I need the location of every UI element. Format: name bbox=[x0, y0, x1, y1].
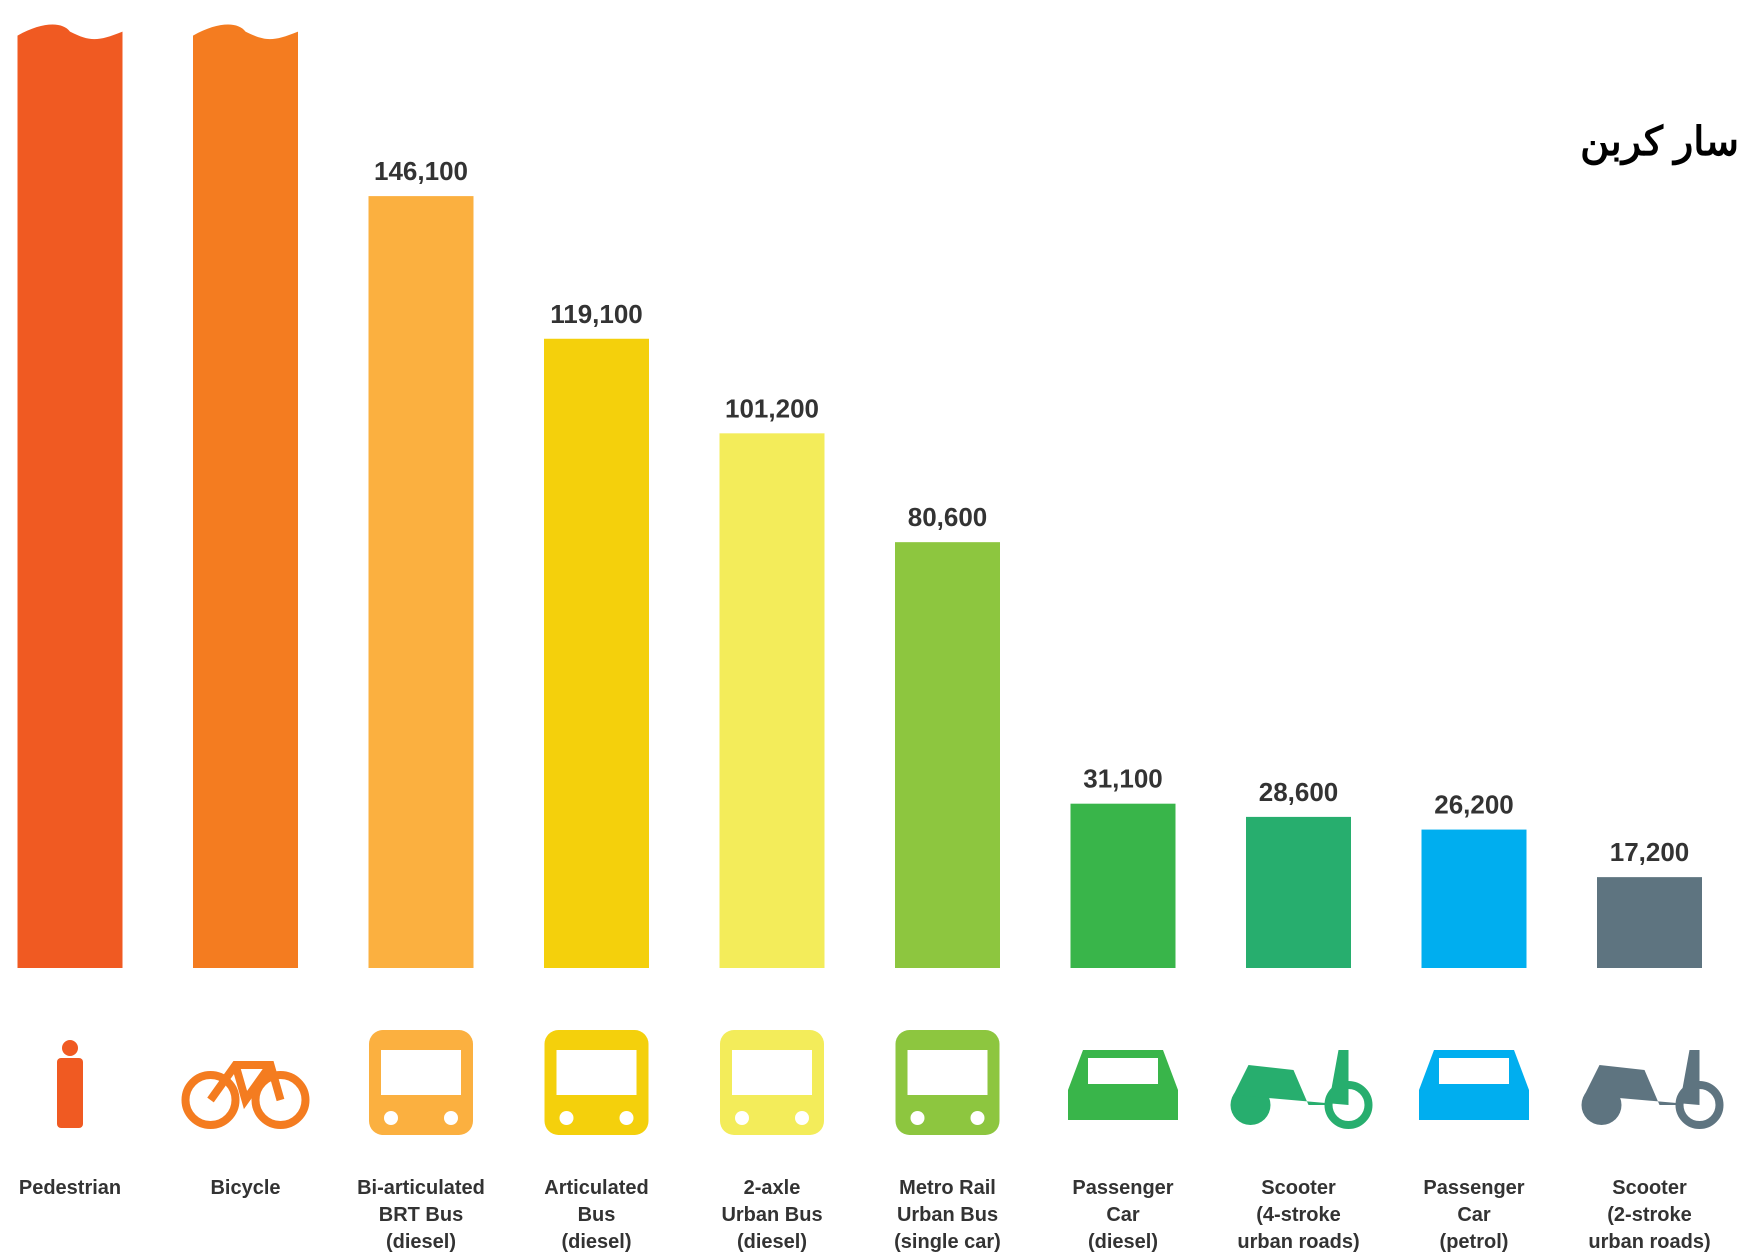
x-tick-label: (diesel) bbox=[737, 1231, 807, 1253]
bar bbox=[544, 338, 649, 968]
x-tick-label: Urban Bus bbox=[897, 1204, 998, 1226]
x-tick-label: Articulated bbox=[544, 1177, 648, 1199]
icon-part bbox=[619, 1111, 634, 1125]
icon-part bbox=[251, 1071, 310, 1129]
x-tick-label: Metro Rail bbox=[899, 1177, 996, 1199]
icon-part bbox=[795, 1111, 809, 1125]
value-label: 31,100 bbox=[1083, 764, 1163, 794]
bar bbox=[719, 433, 825, 968]
x-tick-label: (petrol) bbox=[1440, 1231, 1509, 1253]
icon bbox=[895, 1030, 1000, 1135]
value-label: 146,100 bbox=[374, 156, 468, 186]
icon-part bbox=[1233, 1050, 1349, 1105]
x-tick-label: 2-axle bbox=[744, 1177, 801, 1199]
icon bbox=[544, 1030, 649, 1135]
icon-part bbox=[556, 1050, 637, 1095]
icon-part bbox=[907, 1050, 988, 1095]
x-tick-label: Car bbox=[1106, 1204, 1140, 1226]
icon bbox=[720, 1030, 824, 1135]
bar bbox=[1421, 829, 1527, 968]
x-tick-label: urban roads) bbox=[1237, 1231, 1359, 1253]
x-tick-label: Bi-articulated bbox=[357, 1177, 485, 1199]
icon-part bbox=[1439, 1058, 1509, 1084]
value-label: 80,600 bbox=[908, 502, 988, 532]
bar bbox=[1597, 877, 1702, 968]
value-label: 26,200 bbox=[1434, 790, 1514, 820]
x-tick-label: Scooter bbox=[1261, 1177, 1336, 1199]
x-tick-label: urban roads) bbox=[1588, 1231, 1710, 1253]
x-tick-label: (diesel) bbox=[1088, 1231, 1158, 1253]
icon-part bbox=[1584, 1050, 1700, 1105]
icon-part bbox=[559, 1111, 574, 1125]
icon-part bbox=[381, 1050, 461, 1095]
icon-part bbox=[62, 1040, 78, 1056]
x-tick-label: (single car) bbox=[894, 1231, 1001, 1253]
x-tick-label: (diesel) bbox=[386, 1231, 456, 1253]
x-tick-label: Passenger bbox=[1072, 1177, 1173, 1199]
icon bbox=[181, 1061, 310, 1129]
value-label: 119,100 bbox=[550, 299, 643, 329]
icon-part bbox=[735, 1111, 749, 1125]
x-tick-label: Car bbox=[1457, 1204, 1491, 1226]
icon-part bbox=[384, 1111, 398, 1125]
bar bbox=[1070, 803, 1176, 968]
icon-part bbox=[207, 1061, 285, 1110]
x-tick-label: Scooter bbox=[1612, 1177, 1687, 1199]
value-label: 28,600 bbox=[1259, 777, 1339, 807]
value-label: 17,200 bbox=[1610, 837, 1690, 867]
icon-part bbox=[970, 1111, 985, 1125]
x-tick-label: Bus bbox=[578, 1204, 616, 1226]
x-tick-label: (diesel) bbox=[561, 1231, 631, 1253]
chart-title: سار کربن bbox=[1580, 120, 1739, 166]
icon-part bbox=[732, 1050, 812, 1095]
icon bbox=[57, 1040, 83, 1128]
x-tick-label: Bicycle bbox=[210, 1177, 280, 1199]
icon bbox=[1581, 1050, 1724, 1129]
value-label: 101,200 bbox=[725, 393, 819, 423]
x-tick-label: (2-stroke bbox=[1607, 1204, 1691, 1226]
icon bbox=[1230, 1050, 1373, 1129]
icon-part bbox=[1088, 1058, 1158, 1084]
icon-part bbox=[57, 1058, 83, 1128]
x-tick-label: (4-stroke bbox=[1256, 1204, 1340, 1226]
icon bbox=[1068, 1050, 1178, 1120]
x-tick-label: BRT Bus bbox=[379, 1204, 463, 1226]
bar bbox=[368, 196, 474, 969]
icon-part bbox=[910, 1111, 925, 1125]
icon bbox=[1419, 1050, 1529, 1120]
x-tick-label: Urban Bus bbox=[721, 1204, 822, 1226]
x-tick-label: Pedestrian bbox=[19, 1177, 121, 1199]
x-tick-label: Passenger bbox=[1423, 1177, 1524, 1199]
bar bbox=[193, 24, 298, 968]
icon-part bbox=[181, 1071, 240, 1129]
icon-part bbox=[444, 1111, 458, 1125]
icon bbox=[369, 1030, 473, 1135]
bar bbox=[1246, 816, 1351, 968]
bar bbox=[17, 24, 123, 968]
bar bbox=[895, 542, 1000, 968]
